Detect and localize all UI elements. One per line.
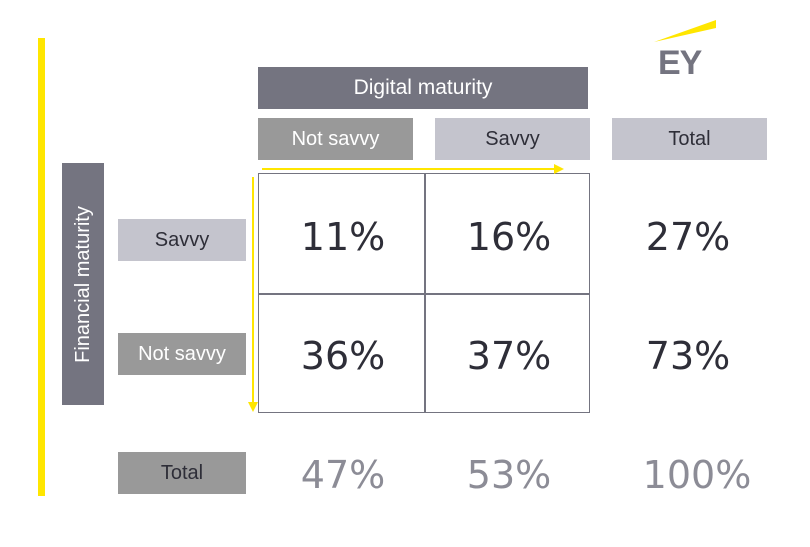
- row-header-total: Total: [118, 452, 246, 494]
- row-header-savvy: Savvy: [118, 219, 246, 261]
- column-header-total: Total: [612, 118, 767, 160]
- cell-savvy-savvy: 16%: [466, 215, 552, 259]
- financial-maturity-title: Financial maturity: [62, 163, 104, 405]
- financial-maturity-label: Financial maturity: [71, 205, 94, 363]
- column-total-not-savvy: 47%: [300, 453, 386, 497]
- column-total-savvy: 53%: [466, 453, 552, 497]
- digital-maturity-title: Digital maturity: [258, 67, 588, 109]
- ey-logo: [654, 20, 716, 42]
- grand-total: 100%: [642, 453, 752, 497]
- column-header-not-savvy: Not savvy: [258, 118, 413, 160]
- grid-divider-horizontal: [259, 293, 589, 295]
- accent-vertical-bar: [38, 38, 45, 496]
- ey-logo-text: EY: [658, 44, 702, 82]
- row-total-not-savvy: 73%: [645, 334, 731, 378]
- column-header-savvy: Savvy: [435, 118, 590, 160]
- cell-not-savvy-savvy: 37%: [466, 334, 552, 378]
- cell-savvy-not-savvy: 11%: [300, 215, 386, 259]
- matrix-grid: [258, 173, 590, 413]
- cell-not-savvy-not-savvy: 36%: [300, 334, 386, 378]
- vertical-arrow-icon: [248, 177, 258, 412]
- row-total-savvy: 27%: [645, 215, 731, 259]
- row-header-not-savvy: Not savvy: [118, 333, 246, 375]
